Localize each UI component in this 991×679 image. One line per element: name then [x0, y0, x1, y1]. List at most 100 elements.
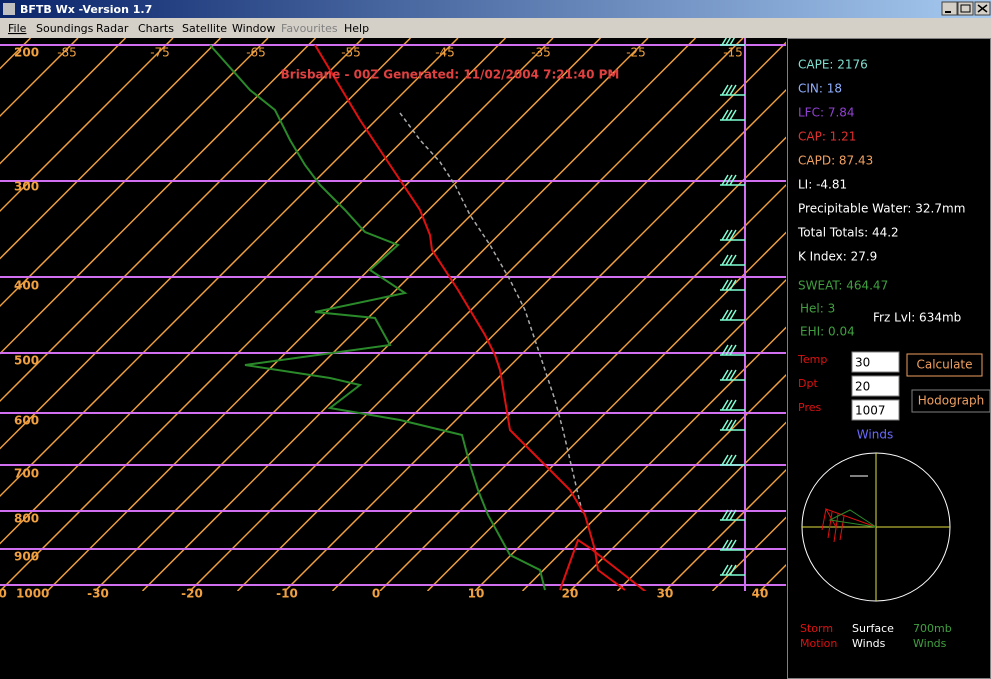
menu-item[interactable]: File	[8, 22, 27, 35]
wind-barb	[720, 279, 745, 291]
wind-barb	[720, 344, 745, 356]
wind-barbs	[720, 38, 745, 576]
pressure-label: 600	[14, 414, 39, 428]
skew-t-plot	[0, 38, 786, 591]
input-box[interactable]	[851, 399, 900, 421]
temperature-label: 40	[752, 587, 769, 601]
isotherm	[616, 421, 786, 591]
temperature-trace	[314, 44, 626, 591]
wind-barb	[720, 509, 745, 521]
isotherm	[331, 136, 786, 591]
surface-trace	[559, 538, 647, 591]
hodograph	[801, 452, 951, 602]
isotherm	[189, 38, 744, 591]
index-value: Hel: 3	[800, 302, 835, 316]
temperature-label: -65	[246, 46, 266, 60]
input-value: 1007	[855, 404, 886, 418]
legend: Storm Motion Surface Winds 700mb Winds	[800, 622, 952, 650]
menu-item[interactable]: Charts	[138, 22, 174, 35]
isotherm	[521, 326, 786, 591]
temperature-label: -35	[531, 46, 551, 60]
input-box[interactable]	[851, 351, 900, 373]
temperature-label: -25	[626, 46, 646, 60]
isotherm	[426, 231, 786, 591]
isotherm	[664, 468, 786, 591]
window-controls	[941, 1, 991, 16]
isobars	[0, 44, 786, 586]
hodograph-title: Winds	[857, 428, 893, 442]
wind-barb	[720, 109, 745, 121]
parcel-trace	[399, 112, 584, 516]
isotherm	[0, 38, 269, 308]
wind-barb	[720, 369, 745, 381]
storm-motion	[821, 508, 877, 543]
legend-label: Motion	[800, 637, 837, 650]
pressure-label: 500	[14, 354, 39, 368]
isotherm	[0, 38, 127, 165]
wind-barb	[720, 174, 745, 186]
button-label: Hodograph	[918, 394, 984, 408]
index-value: CIN: 18	[798, 82, 842, 96]
button-label: Calculate	[916, 358, 972, 372]
isotherm	[474, 278, 786, 591]
isotherm	[0, 38, 317, 355]
menu-item[interactable]: Soundings	[36, 22, 94, 35]
isotherm	[0, 38, 174, 213]
temperature-label: -10	[276, 587, 298, 601]
calculator-form: Temp 30 Dpt 20 Pres 1007 Calculate Hodograph	[797, 351, 991, 421]
isotherm	[46, 38, 602, 591]
menu-item[interactable]: Help	[344, 22, 369, 35]
wind-barb	[720, 38, 745, 46]
isotherm	[236, 41, 786, 591]
button[interactable]	[911, 389, 991, 413]
minimize-button[interactable]	[941, 1, 958, 16]
temperature-label: -55	[341, 46, 361, 60]
temperature-label: -20	[181, 587, 203, 601]
isotherm	[379, 183, 786, 591]
input-box[interactable]	[851, 375, 900, 397]
wind-barb	[720, 419, 745, 431]
wind-barb	[720, 84, 745, 96]
pressure-label: 900	[14, 550, 39, 564]
index-value: SWEAT: 464.47	[798, 279, 888, 293]
temperature-label: -30	[87, 587, 109, 601]
index-value: LI: -4.81	[798, 178, 847, 192]
dewpoint-trace	[209, 44, 546, 591]
button[interactable]	[906, 353, 983, 377]
legend-label: Winds	[913, 637, 947, 650]
maximize-button[interactable]	[957, 1, 974, 16]
upper-wind	[828, 509, 877, 528]
menu-item[interactable]: Window	[232, 22, 275, 35]
menu-item[interactable]: Radar	[96, 22, 129, 35]
pressure-label: 800	[14, 512, 39, 526]
isotherm	[0, 38, 222, 260]
index-value: CAP: 1.21	[798, 130, 856, 144]
wind-barb	[720, 454, 745, 466]
menu-bar	[0, 18, 991, 38]
pressure-label: 400	[14, 279, 39, 293]
maximize-icon	[960, 4, 971, 13]
temperature-label: 20	[562, 587, 579, 601]
menu-item[interactable]: Favourites	[281, 22, 338, 35]
wind-barb	[720, 399, 745, 411]
isotherm	[0, 38, 412, 450]
index-value: CAPE: 2176	[798, 58, 868, 72]
isotherm	[0, 38, 364, 403]
close-icon	[977, 4, 988, 13]
menu: File Soundings Radar Charts Satellite Window F…	[8, 22, 369, 35]
index-value: LFC: 7.84	[798, 106, 855, 120]
input-label: Temp	[797, 353, 827, 366]
indices-panel: CAPE: 2176 CIN: 18 LFC: 7.84 CAP: 1.21 CAPD:…	[797, 58, 965, 339]
isotherms	[0, 38, 786, 591]
temperature-label: -15	[723, 46, 743, 60]
index-value: Precipitable Water: 32.7mm	[798, 202, 965, 216]
freezing-level: Frz Lvl: 634mb	[873, 311, 961, 325]
pressure-label: 300	[14, 180, 39, 194]
index-value: EHI: 0.04	[800, 325, 855, 339]
pressure-label: 700	[14, 467, 39, 481]
isotherm	[94, 38, 649, 591]
menu-item[interactable]: Satellite	[182, 22, 227, 35]
